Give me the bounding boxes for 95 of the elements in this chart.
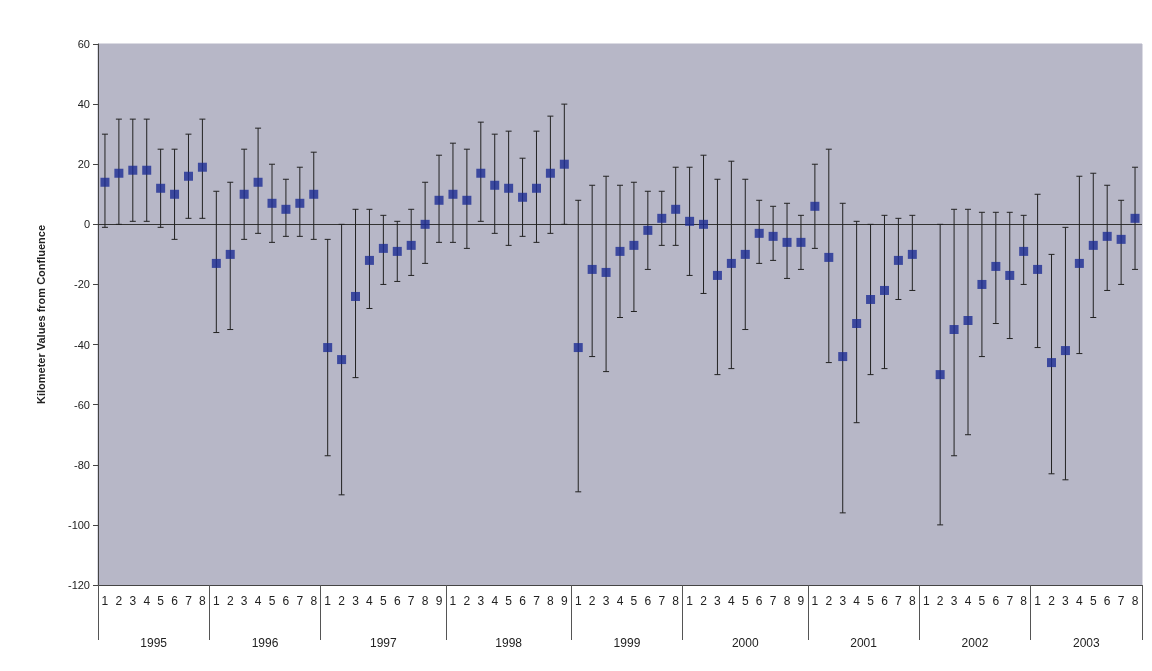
y-tick-label: -100 <box>67 518 90 531</box>
x-tick-label: 1 <box>686 594 694 608</box>
x-tick-label: 8 <box>1131 594 1139 608</box>
x-tick-label: 4 <box>728 594 736 608</box>
x-tick-label: 2 <box>825 594 833 608</box>
text: 2003 <box>1072 636 1100 650</box>
x-tick-label: 4 <box>491 594 499 608</box>
x-tick-label: 9 <box>560 594 568 608</box>
y-tick-label: 0 <box>83 218 90 231</box>
x-tick-label: 8 <box>1020 594 1028 608</box>
x-tick-label: 2 <box>115 594 123 608</box>
y-tick-label: -120 <box>67 579 90 591</box>
x-tick-label: 1 <box>1034 594 1042 608</box>
x-tick-label: 4 <box>964 594 972 608</box>
x-tick-label: 4 <box>143 594 151 608</box>
x-tick-label: 6 <box>171 594 179 608</box>
x-tick-label: 1 <box>922 594 930 608</box>
x-tick-label: 1 <box>212 594 220 608</box>
x-tick-label: 7 <box>533 594 541 608</box>
x-tick-label: 3 <box>477 594 485 608</box>
x-tick-label: 6 <box>393 594 401 608</box>
y-tick-label: -40 <box>74 338 90 351</box>
x-tick-label: 4 <box>616 594 624 608</box>
x-tick-label: 7 <box>769 594 777 608</box>
x-tick-label: 1 <box>449 594 457 608</box>
text: 1998 <box>495 636 523 650</box>
x-tick-label: 7 <box>895 594 903 608</box>
y-axis-title: Kilometer Values from Confluence <box>34 224 47 405</box>
y-tick-label: 20 <box>77 158 90 171</box>
x-tick-label: 7 <box>658 594 666 608</box>
x-tick-label: 6 <box>881 594 889 608</box>
x-tick-label: 4 <box>1076 594 1084 608</box>
x-tick-label: 5 <box>978 594 986 608</box>
text: 1996 <box>251 636 279 650</box>
x-tick-label: 9 <box>435 594 443 608</box>
y-tick-label: -60 <box>74 398 90 411</box>
x-tick-label: 4 <box>254 594 262 608</box>
x-tick-label: 5 <box>380 594 388 608</box>
x-tick-label: 3 <box>1062 594 1070 608</box>
x-tick-label: 7 <box>1006 594 1014 608</box>
x-tick-label: 2 <box>226 594 234 608</box>
x-tick-label: 7 <box>1117 594 1125 608</box>
x-tick-label: 3 <box>950 594 958 608</box>
x-tick-label: 5 <box>157 594 165 608</box>
x-tick-label: 5 <box>268 594 276 608</box>
x-tick-label: 7 <box>407 594 415 608</box>
x-tick-label: 6 <box>644 594 652 608</box>
x-tick-label: 5 <box>1089 594 1097 608</box>
x-tick-label: 8 <box>908 594 916 608</box>
x-tick-label: 5 <box>505 594 513 608</box>
x-tick-label: 6 <box>755 594 763 608</box>
x-tick-label: 6 <box>1103 594 1111 608</box>
text: 1999 <box>613 636 641 650</box>
y-tick-label: 40 <box>77 98 90 111</box>
x-tick-label: 8 <box>310 594 318 608</box>
x-tick-label: 2 <box>588 594 596 608</box>
y-tick-label: -20 <box>74 278 90 291</box>
x-tick-label: 4 <box>853 594 861 608</box>
x-tick-label: 6 <box>519 594 527 608</box>
x-tick-label: 8 <box>421 594 429 608</box>
x-tick-label: 8 <box>672 594 680 608</box>
x-tick-label: 9 <box>797 594 805 608</box>
x-tick-label: 8 <box>199 594 207 608</box>
x-tick-label: 2 <box>338 594 346 608</box>
x-tick-label: 3 <box>129 594 137 608</box>
x-tick-label: 6 <box>282 594 290 608</box>
x-tick-label: 1 <box>574 594 582 608</box>
text: 1997 <box>370 636 398 650</box>
x-tick-label: 1 <box>324 594 332 608</box>
text: 2001 <box>850 636 878 650</box>
x-tick-label: 3 <box>839 594 847 608</box>
x-tick-label: 5 <box>741 594 749 608</box>
y-tick-label: 60 <box>77 38 90 50</box>
x-tick-label: 3 <box>240 594 248 608</box>
x-tick-label: 5 <box>630 594 638 608</box>
y-tick-label: -80 <box>74 458 90 471</box>
x-tick-label: 4 <box>366 594 374 608</box>
x-tick-label: 8 <box>547 594 555 608</box>
x-tick-label: 3 <box>602 594 610 608</box>
x-tick-label: 1 <box>811 594 819 608</box>
x-tick-label: 2 <box>936 594 944 608</box>
x-tick-label: 6 <box>992 594 1000 608</box>
x-tick-label: 5 <box>867 594 875 608</box>
x-tick-label: 3 <box>714 594 722 608</box>
text: 1995 <box>140 636 168 650</box>
x-tick-label: 8 <box>783 594 791 608</box>
x-tick-label: 2 <box>463 594 471 608</box>
text: 2000 <box>731 636 759 650</box>
x-tick-label: 2 <box>700 594 708 608</box>
x-tick-label: 7 <box>185 594 193 608</box>
x-tick-label: 2 <box>1048 594 1056 608</box>
x-tick-label: 7 <box>296 594 304 608</box>
x-tick-label: 3 <box>352 594 360 608</box>
text: 2002 <box>961 636 989 650</box>
x-tick-label: 1 <box>101 594 109 608</box>
